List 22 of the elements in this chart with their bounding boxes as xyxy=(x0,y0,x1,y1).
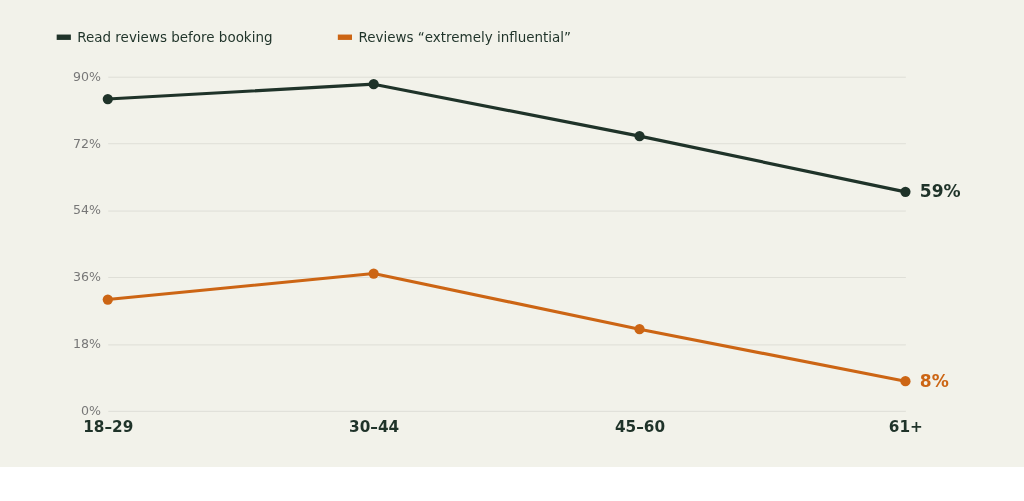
y-tick-label: 18% xyxy=(73,336,102,352)
y-tick-label: 72% xyxy=(73,135,102,151)
x-tick-label: 45–60 xyxy=(614,418,666,437)
x-tick-label: 61+ xyxy=(888,418,923,437)
y-tick-label: 0% xyxy=(81,402,102,418)
x-tick-label: 30–44 xyxy=(349,418,400,437)
legend-label: Reviews “extremely influential” xyxy=(358,28,572,45)
legend-label: Read reviews before booking xyxy=(77,28,273,45)
y-tick-label: 90% xyxy=(73,68,102,84)
point xyxy=(634,324,645,335)
point xyxy=(900,376,911,387)
y-tick-label: 54% xyxy=(73,202,102,218)
data-label: 59% xyxy=(919,181,961,202)
point xyxy=(102,294,113,305)
data-label: 8% xyxy=(919,370,949,391)
point xyxy=(900,186,911,197)
point xyxy=(368,268,379,279)
point xyxy=(368,79,379,90)
point xyxy=(102,93,113,105)
point xyxy=(634,131,645,142)
y-tick-label: 36% xyxy=(73,269,102,285)
x-tick-label: 18–29 xyxy=(83,418,134,437)
